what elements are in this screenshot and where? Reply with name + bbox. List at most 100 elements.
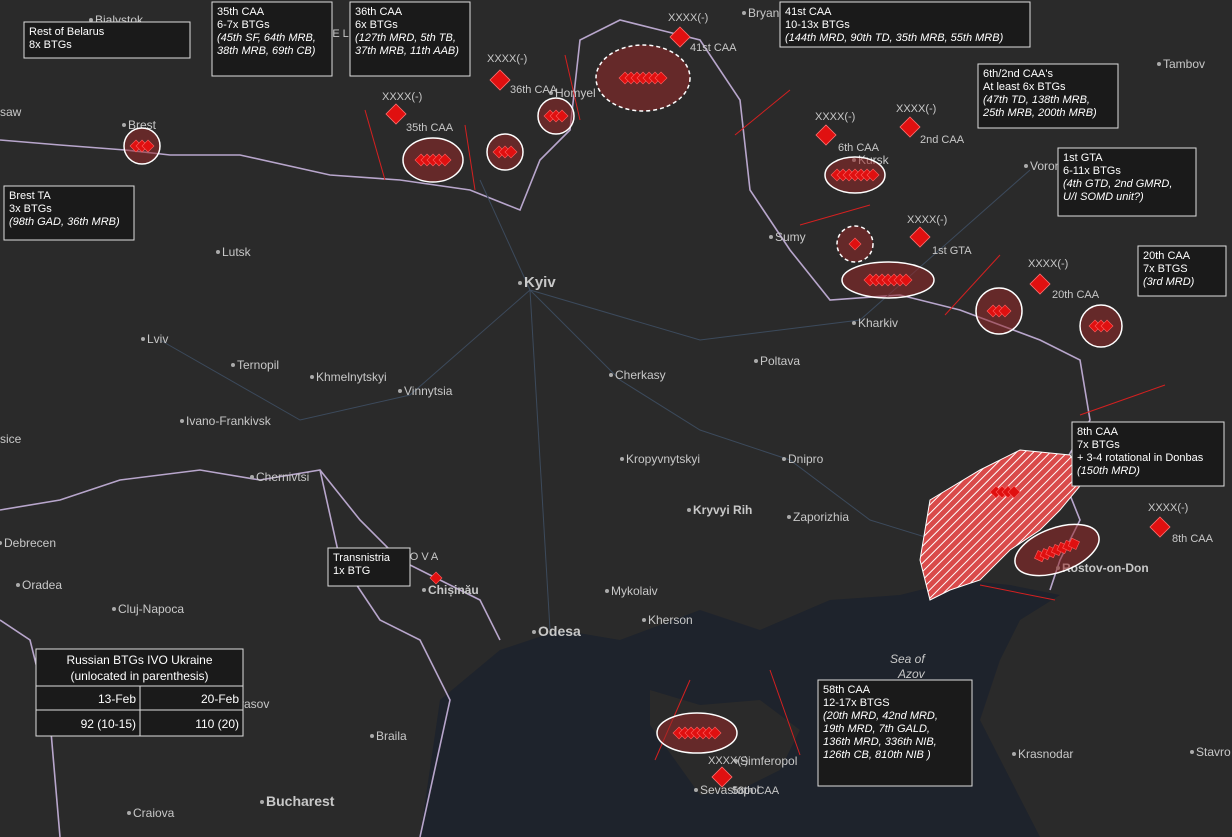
- city-dot: [1190, 750, 1194, 754]
- city-label: Kherson: [648, 613, 693, 627]
- table-cell: 92 (10-15): [81, 717, 136, 731]
- info-line: 7x BTGs: [1077, 439, 1120, 451]
- info-line: Transnistria: [333, 552, 391, 564]
- unit-group: [836, 225, 874, 263]
- unit-icon: [141, 139, 155, 153]
- info-italic-line: (98th GAD, 36th MRB): [9, 216, 120, 228]
- city-dot: [754, 359, 758, 363]
- hq-icon: [385, 103, 407, 125]
- info-line: 7x BTGS: [1143, 263, 1188, 275]
- info-italic-line: (150th MRD): [1077, 465, 1140, 477]
- table-title: Russian BTGs IVO Ukraine: [66, 653, 212, 667]
- city-label: Sevastopol: [700, 783, 759, 797]
- unit-icon: [504, 145, 518, 159]
- city-dot: [216, 250, 220, 254]
- boundary: [564, 54, 581, 121]
- city-label: Craiova: [133, 806, 175, 820]
- unit-icon: [866, 168, 880, 182]
- table-header: 20-Feb: [201, 692, 239, 706]
- city-dot: [532, 630, 536, 634]
- city-dot: [742, 11, 746, 15]
- city-dot: [620, 457, 624, 461]
- info-italic-line: 25th MRB, 200th MRB): [982, 107, 1097, 119]
- info-italic-line: (144th MRD, 90th TD, 35th MRB, 55th MRB): [785, 32, 1004, 44]
- info-box-frame: [211, 1, 333, 77]
- city-label: Krasnodar: [1018, 747, 1073, 761]
- city-label: Kryvyi Rih: [693, 503, 752, 517]
- city-label: Ternopil: [237, 358, 279, 372]
- city-label: Lviv: [147, 332, 168, 346]
- info-italic-line: 19th MRD, 7th GALD,: [823, 723, 930, 735]
- echelon-label: XXXX(-): [815, 111, 855, 123]
- road: [159, 289, 531, 421]
- info-line: 35th CAA: [217, 6, 265, 18]
- formation-name: 6th CAA: [838, 142, 880, 154]
- formation-name: 35th CAA: [406, 122, 454, 134]
- city-label: Braila: [376, 729, 407, 743]
- city-dot: [852, 321, 856, 325]
- info-box-frame: [817, 679, 973, 787]
- city-label: Chișinău: [428, 583, 479, 597]
- info-box-frame: [3, 185, 135, 241]
- info-italic-line: (3rd MRD): [1143, 276, 1195, 288]
- unit-icon: [998, 304, 1012, 318]
- city-dot: [16, 583, 20, 587]
- sea-label: Azov: [897, 667, 926, 681]
- hq-icon: [1029, 273, 1051, 295]
- city-label: Vinnytsia: [404, 384, 453, 398]
- city-label: Sumy: [775, 230, 806, 244]
- city-dot: [0, 541, 2, 545]
- info-italic-line: 126th CB, 810th NIB ): [823, 749, 931, 761]
- city-dot: [260, 800, 264, 804]
- unit-group: [486, 133, 524, 171]
- info-italic-line: 37th MRB, 11th AAB): [355, 45, 459, 57]
- city-dot: [422, 588, 426, 592]
- unit-group: [975, 287, 1023, 335]
- boundary: [769, 669, 801, 756]
- city-label: Odesa: [538, 623, 581, 639]
- boundary: [799, 204, 871, 226]
- city-dot: [231, 363, 235, 367]
- road: [529, 289, 1001, 561]
- info-italic-line: (45th SF, 64th MRB,: [217, 32, 316, 44]
- city-dot: [1024, 164, 1028, 168]
- unit-icon: [1067, 537, 1080, 550]
- table-title: (unlocated in parenthesis): [70, 669, 208, 683]
- echelon-label: XXXX(-): [487, 53, 527, 65]
- formation-name: 2nd CAA: [920, 134, 965, 146]
- info-italic-line: (4th GTD, 2nd GMRD,: [1063, 178, 1172, 190]
- echelon-label: XXXX(-): [896, 103, 936, 115]
- unit-icon: [899, 273, 913, 287]
- city-dot: [141, 337, 145, 341]
- city-label: Cluj-Napoca: [118, 602, 184, 616]
- unit-icon: [848, 237, 862, 251]
- echelon-label: XXXX(-): [382, 91, 422, 103]
- info-line: At least 6x BTGs: [983, 81, 1066, 93]
- city-dot: [642, 618, 646, 622]
- road: [529, 289, 551, 631]
- unit-icon: [708, 726, 722, 740]
- hq-icon: [669, 26, 691, 48]
- info-box-frame: [349, 1, 471, 77]
- unit-icon: [1007, 485, 1021, 499]
- info-box-frame: [1071, 421, 1225, 487]
- city-dot: [687, 508, 691, 512]
- city-label: Kyiv: [524, 274, 556, 291]
- sea-label: Sea of: [890, 652, 926, 666]
- info-italic-line: (47th TD, 138th MRB,: [983, 94, 1090, 106]
- unit-group: [824, 156, 886, 194]
- city-dot: [1012, 752, 1016, 756]
- info-line: 1x BTG: [333, 565, 370, 577]
- city-dot: [609, 373, 613, 377]
- hq-icon: [489, 69, 511, 91]
- echelon-label: XXXX(-): [907, 214, 947, 226]
- city-dot: [112, 607, 116, 611]
- city-label: Kropyvnytskyi: [626, 452, 700, 466]
- city-label: Brest: [128, 118, 157, 132]
- hq-icon: [899, 116, 921, 138]
